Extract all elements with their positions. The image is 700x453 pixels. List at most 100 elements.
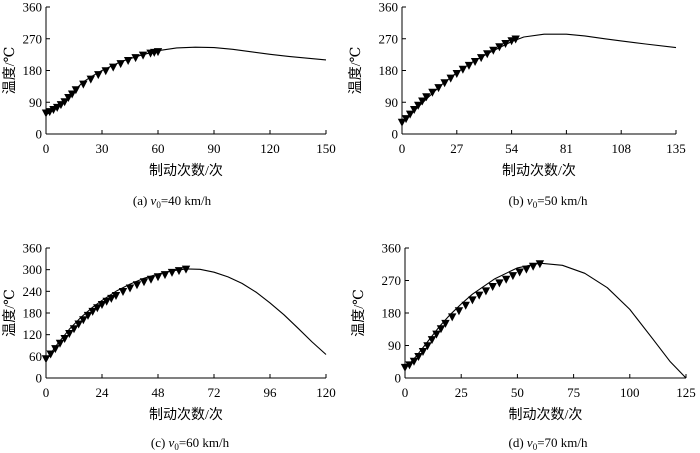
caption-prefix: (c) bbox=[151, 435, 169, 450]
y-tick-label: 0 bbox=[36, 127, 43, 142]
x-tick-label: 25 bbox=[455, 385, 468, 400]
x-tick-label: 50 bbox=[511, 385, 524, 400]
y-tick-label: 270 bbox=[382, 273, 402, 288]
data-point-marker bbox=[71, 86, 81, 95]
data-point-marker bbox=[160, 271, 170, 280]
caption-suffix: =40 km/h bbox=[161, 193, 212, 208]
x-tick-label: 90 bbox=[208, 141, 221, 156]
data-point-marker bbox=[60, 98, 69, 107]
data-point-marker bbox=[74, 320, 83, 329]
x-axis-title: 制动次数/次 bbox=[509, 407, 583, 423]
caption-prefix: (d) bbox=[508, 435, 526, 450]
data-point-marker bbox=[458, 65, 468, 74]
data-point-marker bbox=[67, 90, 77, 99]
x-tick-label: 120 bbox=[316, 385, 336, 400]
data-point-marker bbox=[440, 79, 449, 88]
x-tick-label: 72 bbox=[208, 385, 221, 400]
data-point-marker bbox=[79, 80, 88, 89]
y-axis-title: 温度/℃ bbox=[351, 289, 367, 337]
y-tick-label: 360 bbox=[379, 0, 399, 15]
series-line-curve bbox=[401, 33, 677, 123]
x-tick-label: 24 bbox=[96, 385, 110, 400]
data-point-marker bbox=[423, 342, 432, 351]
caption-subscript: 0 bbox=[533, 200, 538, 210]
y-tick-label: 360 bbox=[23, 241, 43, 256]
data-point-marker bbox=[401, 115, 411, 124]
y-axis-title: 温度/℃ bbox=[348, 47, 364, 95]
x-tick-label: 100 bbox=[620, 385, 640, 400]
x-axis-title: 制动次数/次 bbox=[149, 407, 223, 423]
data-point-marker bbox=[495, 279, 504, 288]
x-tick-label: 30 bbox=[96, 141, 109, 156]
data-point-marker bbox=[51, 345, 60, 354]
data-point-marker bbox=[64, 94, 73, 103]
caption-prefix: (b) bbox=[508, 193, 526, 208]
x-tick-label: 0 bbox=[43, 385, 50, 400]
x-tick-label: 135 bbox=[666, 141, 686, 156]
chart-b: 0 27 54 81 108 135 0 90 180 270 360 制动次数/次 温度/℃ (b) v… bbox=[348, 0, 686, 210]
data-point-marker bbox=[448, 313, 457, 322]
data-point-marker bbox=[97, 301, 107, 310]
data-point-marker bbox=[174, 267, 184, 276]
data-point-marker bbox=[464, 61, 474, 70]
data-point-marker bbox=[88, 307, 97, 316]
caption-variable: v bbox=[169, 435, 175, 450]
y-axis-title: 温度/℃ bbox=[2, 47, 18, 95]
y-tick-label: 90 bbox=[385, 95, 398, 110]
y-axis-title: 温度/℃ bbox=[2, 289, 18, 337]
y-tick-label: 0 bbox=[392, 127, 399, 142]
x-tick-label: 81 bbox=[560, 141, 573, 156]
data-point-marker bbox=[414, 353, 423, 362]
data-point-marker bbox=[470, 58, 480, 67]
x-tick-label: 0 bbox=[43, 141, 50, 156]
y-tick-label: 180 bbox=[379, 63, 399, 78]
x-tick-label: 48 bbox=[152, 385, 165, 400]
data-point-marker bbox=[483, 50, 492, 59]
data-point-marker bbox=[153, 273, 163, 282]
series-line-curve bbox=[45, 46, 327, 116]
caption-subscript: 0 bbox=[533, 442, 538, 452]
data-point-marker bbox=[427, 336, 437, 345]
data-point-marker bbox=[495, 43, 504, 52]
data-point-marker bbox=[93, 304, 102, 313]
data-point-marker bbox=[46, 350, 55, 359]
chart-d: 0 25 50 75 100 125 0 90 180 270 360 制动次数/次 温度/℃ (d) v… bbox=[351, 241, 696, 453]
y-tick-label: 120 bbox=[23, 327, 43, 342]
data-point-marker bbox=[102, 297, 111, 306]
data-point-marker bbox=[452, 70, 461, 79]
y-tick-label: 90 bbox=[388, 338, 401, 353]
x-tick-label: 75 bbox=[567, 385, 580, 400]
figure-caption: (c) v0=60 km/h bbox=[151, 435, 230, 452]
data-point-marker bbox=[125, 284, 135, 293]
data-point-marker bbox=[400, 363, 410, 372]
data-point-marker bbox=[446, 74, 455, 83]
y-tick-label: 360 bbox=[382, 241, 402, 256]
data-point-marker bbox=[522, 265, 531, 274]
y-tick-label: 180 bbox=[23, 63, 43, 78]
data-point-marker bbox=[501, 40, 510, 49]
data-point-marker bbox=[60, 335, 69, 343]
data-point-marker bbox=[65, 329, 74, 338]
data-point-marker bbox=[409, 357, 419, 366]
data-point-marker bbox=[138, 51, 148, 60]
data-point-marker bbox=[468, 296, 477, 305]
data-point-marker bbox=[131, 54, 140, 63]
caption-variable: v bbox=[151, 193, 157, 208]
data-point-marker bbox=[476, 54, 486, 63]
data-point-marker bbox=[83, 311, 93, 320]
data-point-marker bbox=[55, 339, 65, 348]
data-point-marker bbox=[511, 35, 520, 44]
x-tick-label: 27 bbox=[450, 141, 464, 156]
x-tick-label: 54 bbox=[505, 141, 519, 156]
data-point-marker bbox=[79, 316, 88, 325]
data-point-marker bbox=[432, 330, 441, 339]
data-point-marker bbox=[181, 265, 191, 274]
data-point-marker bbox=[481, 287, 491, 296]
data-point-marker bbox=[436, 325, 446, 334]
x-tick-label: 108 bbox=[611, 141, 631, 156]
x-tick-label: 125 bbox=[676, 385, 696, 400]
data-point-marker bbox=[474, 291, 484, 300]
data-point-marker bbox=[139, 278, 149, 287]
y-tick-label: 180 bbox=[23, 306, 43, 321]
